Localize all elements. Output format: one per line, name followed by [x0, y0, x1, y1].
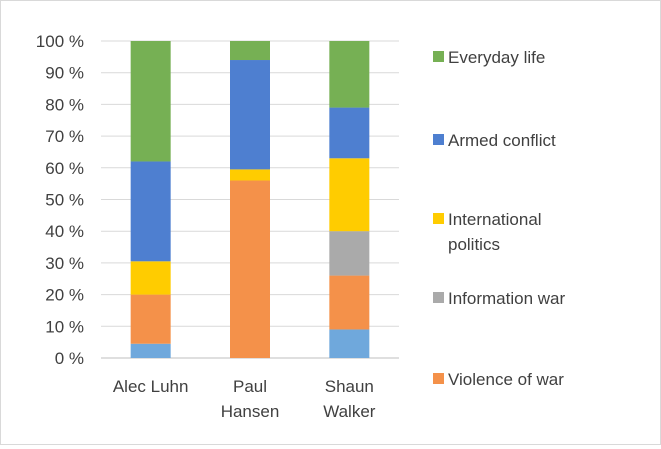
bar-segment — [130, 294, 171, 344]
bar-segment — [329, 158, 370, 232]
bar-segment — [130, 261, 171, 295]
y-tick-label: 30 % — [45, 254, 84, 273]
x-tick-label: Walker — [323, 402, 376, 421]
y-tick-label: 10 % — [45, 317, 84, 336]
bar-segment — [329, 275, 370, 330]
y-tick-label: 40 % — [45, 222, 84, 241]
legend-swatch — [433, 213, 444, 224]
legend-label: Everyday life — [448, 48, 545, 67]
legend-label: Armed conflict — [448, 131, 556, 150]
bar-segment — [329, 231, 370, 276]
y-tick-label: 60 % — [45, 159, 84, 178]
legend-swatch — [433, 373, 444, 384]
x-tick-label: Alec Luhn — [113, 377, 189, 396]
bar-segment — [329, 41, 370, 108]
legend-label: politics — [448, 235, 500, 254]
bar-segment — [329, 329, 370, 358]
bar-segment — [130, 161, 171, 262]
y-tick-label: 80 % — [45, 95, 84, 114]
x-tick-label: Hansen — [221, 402, 280, 421]
legend-label: Information war — [448, 289, 565, 308]
y-axis: 0 % 10 % 20 % 30 % 40 % 50 % 60 % 70 % 80 % 90 % 1… — [36, 32, 84, 368]
bar-segment — [230, 180, 270, 358]
y-tick-label: 100 % — [36, 32, 84, 51]
legend-label: Violence of war — [448, 370, 564, 389]
legend-swatch — [433, 292, 444, 303]
legend-swatch — [433, 134, 444, 145]
legend-label: International — [448, 210, 542, 229]
y-tick-label: 50 % — [45, 191, 84, 210]
y-tick-label: 70 % — [45, 127, 84, 146]
bar-segment — [130, 343, 171, 358]
x-tick-label: Shaun — [325, 377, 374, 396]
x-axis: Alec Luhn Paul Hansen Shaun Walker — [113, 377, 376, 421]
x-tick-label: Paul — [233, 377, 267, 396]
y-tick-label: 90 % — [45, 64, 84, 83]
y-tick-label: 20 % — [45, 286, 84, 305]
legend-swatch — [433, 51, 444, 62]
legend: Everyday life Armed conflict International… — [433, 48, 565, 389]
bar-segment — [230, 60, 270, 170]
y-tick-label: 0 % — [55, 349, 84, 368]
bar-segment — [230, 41, 270, 61]
bar-segment — [230, 169, 270, 181]
bar-segment — [130, 41, 171, 162]
bar-segment — [329, 107, 370, 159]
bars — [130, 41, 370, 358]
